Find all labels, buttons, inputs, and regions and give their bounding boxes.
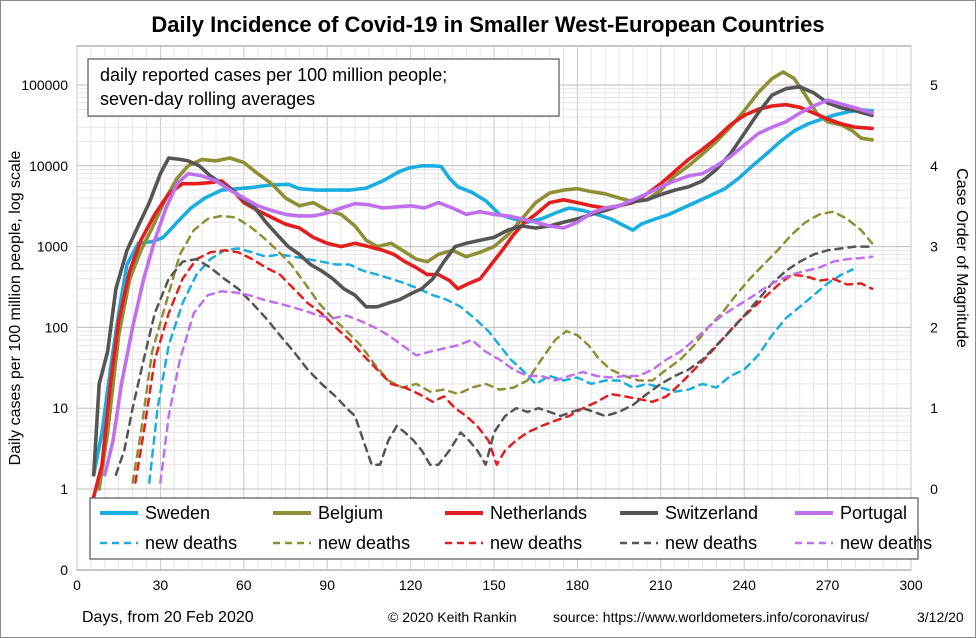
legend-box <box>89 497 919 560</box>
y2-tick-label: 2 <box>930 319 938 335</box>
y-tick-label: 10000 <box>29 158 68 174</box>
legend-label: Belgium <box>318 503 383 523</box>
series-line-new-deaths-8 <box>114 245 874 477</box>
x-tick-label: 120 <box>399 577 423 593</box>
legend-label: Netherlands <box>490 503 587 523</box>
x-tick-label: 210 <box>649 577 673 593</box>
y-tick-label: 1 <box>60 481 68 497</box>
y-axis-label: Daily cases per 100 million people, log … <box>7 150 24 465</box>
legend-label: new deaths <box>840 533 932 553</box>
x-tick-label: 0 <box>73 577 81 593</box>
gridlines <box>76 46 912 570</box>
x-axis-label: Days, from 20 Feb 2020 <box>82 609 254 626</box>
x-tick-label: 90 <box>319 577 335 593</box>
series-line-netherlands-2 <box>91 102 874 499</box>
x-tick-label: 300 <box>899 577 923 593</box>
credit-text: © 2020 Keith Rankin <box>388 609 517 625</box>
series-line-new-deaths-6 <box>131 210 874 484</box>
y2-tick-label: 4 <box>930 158 938 174</box>
y2-tick-label: 1 <box>930 400 938 416</box>
series-line-new-deaths-9 <box>159 255 874 484</box>
series-line-portugal-4 <box>103 98 874 477</box>
series-line-sweden-0 <box>91 108 874 477</box>
y2-tick-label: 0 <box>930 481 938 497</box>
y-tick-label: 0 <box>60 562 68 578</box>
x-tick-label: 240 <box>733 577 757 593</box>
y-tick-label: 100000 <box>21 77 68 93</box>
legend-label: new deaths <box>490 533 582 553</box>
source-text: source: https://www.worldometers.info/co… <box>553 609 869 625</box>
x-tick-label: 180 <box>566 577 590 593</box>
y-tick-label: 10 <box>52 400 68 416</box>
legend-label: Sweden <box>145 503 210 523</box>
tick-labels: 0 30 60 90 120 150 180 210 240 270 300011010010001… <box>21 77 938 593</box>
series-lines <box>91 70 874 499</box>
legend-label: Switzerland <box>665 503 758 523</box>
x-tick-label: 30 <box>153 577 169 593</box>
y-tick-label: 100 <box>45 319 69 335</box>
y-tick-label: 1000 <box>37 239 68 255</box>
series-line-new-deaths-5 <box>148 247 854 484</box>
note-line-1: daily reported cases per 100 million peo… <box>100 65 447 85</box>
y2-axis-label: Case Order of Magnitude <box>953 168 970 348</box>
legend: Sweden new deaths Belgium new deaths Netherl… <box>100 503 932 553</box>
note-line-2: seven-day rolling averages <box>100 89 315 109</box>
date-text: 3/12/20 <box>917 609 964 625</box>
chart-title: Daily Incidence of Covid-19 in Smaller W… <box>151 12 824 37</box>
y2-tick-label: 5 <box>930 77 938 93</box>
y2-tick-label: 3 <box>930 239 938 255</box>
series-line-belgium-1 <box>97 70 874 491</box>
legend-label: Portugal <box>840 503 907 523</box>
note-box <box>87 58 560 117</box>
x-tick-label: 60 <box>236 577 252 593</box>
x-tick-label: 150 <box>482 577 506 593</box>
legend-label: new deaths <box>665 533 757 553</box>
legend-label: new deaths <box>318 533 410 553</box>
legend-label: new deaths <box>145 533 237 553</box>
x-tick-label: 270 <box>816 577 840 593</box>
